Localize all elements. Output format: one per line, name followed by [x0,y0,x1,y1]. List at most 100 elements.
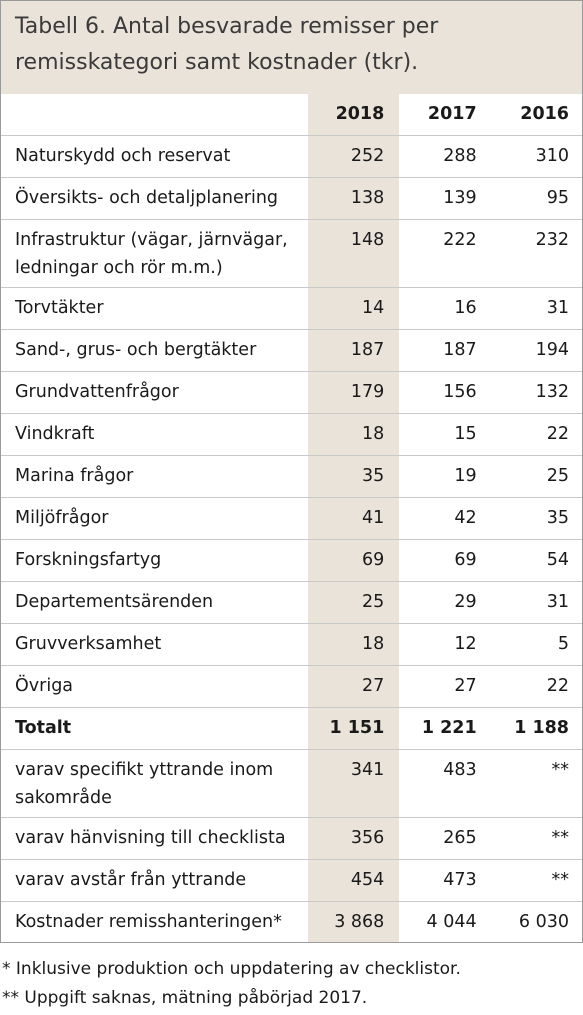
table-row: Infrastruktur (vägar, järnvägar, ledning… [1,219,582,288]
value-cell-2017: 222 [397,219,490,288]
value-cell-2018: 454 [305,859,398,902]
value-cell-2016: 132 [489,371,582,414]
value-cell-2017: 42 [397,497,490,540]
value-cell-2018: 356 [305,817,398,860]
row-label: Översikts- och detaljplanering [1,177,306,220]
row-label: Gruvverksamhet [1,623,306,666]
value-cell-2017: 4 044 [397,901,490,943]
row-label: Vindkraft [1,413,306,456]
value-cell-2016: ** [489,817,582,860]
value-cell-2016: 1 188 [489,707,582,750]
value-cell-2018: 187 [305,329,398,372]
value-cell-2017: 265 [397,817,490,860]
column-header-2016: 2016 [520,104,569,124]
row-label: Infrastruktur (vägar, järnvägar, ledning… [1,219,306,288]
value-cell-2016: ** [489,749,582,818]
row-label: varav specifikt yttrande inom sakområde [1,749,306,818]
value-cell-2017: 27 [397,665,490,708]
table-row: Departementsärenden 25 29 31 [1,581,582,624]
value-cell-2017: 29 [397,581,490,624]
table-row: Övriga 27 27 22 [1,665,582,708]
table-row: Miljöfrågor 41 42 35 [1,497,582,540]
value-cell-2016: 22 [489,413,582,456]
value-cell-2017: 139 [397,177,490,220]
value-cell-2018: 148 [305,219,398,288]
table-row: Gruvverksamhet 18 12 5 [1,623,582,666]
table-row: varav hänvisning till checklista 356 265 ** [1,817,582,860]
value-cell-2018: 14 [305,287,398,330]
value-cell-2016: 232 [489,219,582,288]
row-label: Departementsärenden [1,581,306,624]
value-cell-2018: 69 [305,539,398,582]
value-cell-2018: 18 [305,623,398,666]
value-cell-2016: 31 [489,581,582,624]
column-header-2017: 2017 [427,104,477,124]
value-cell-2018: 35 [305,455,398,498]
value-cell-2017: 1 221 [397,707,490,750]
row-label: Torvtäkter [1,287,306,330]
title-box: Tabell 6. Antal besvarade remisser per r… [1,1,582,94]
value-cell-2016: 22 [489,665,582,708]
value-cell-2017: 473 [397,859,490,902]
table-row: Översikts- och detaljplanering 138 139 95 [1,177,582,220]
value-cell-2017: 15 [397,413,490,456]
value-cell-2016: ** [489,859,582,902]
row-label: Övriga [1,665,306,708]
row-label: Naturskydd och reservat [1,135,306,178]
value-cell-2016: 310 [489,135,582,178]
row-label: Sand-, grus- och bergtäkter [1,329,306,372]
value-cell-2016: 5 [489,623,582,666]
table-row: Sand-, grus- och bergtäkter 187 187 194 [1,329,582,372]
value-cell-2017: 16 [397,287,490,330]
value-cell-2017: 187 [397,329,490,372]
row-label: varav avstår från yttrande [1,859,306,902]
value-cell-2017: 19 [397,455,490,498]
row-label: Totalt [1,707,306,750]
table-row: Marina frågor 35 19 25 [1,455,582,498]
row-label: varav hänvisning till checklista [1,817,306,860]
value-cell-2017: 69 [397,539,490,582]
table-row: Torvtäkter 14 16 31 [1,287,582,330]
column-header-2018: 2018 [335,104,385,124]
row-label: Grundvattenfrågor [1,371,306,414]
value-cell-2018: 252 [305,135,398,178]
table-frame: Tabell 6. Antal besvarade remisser per r… [0,0,583,943]
value-cell-2017: 12 [397,623,490,666]
footnote-2: ** Uppgift saknas, mätning påbörjad 2017… [2,988,368,1008]
row-label: Forskningsfartyg [1,539,306,582]
value-cell-2016: 31 [489,287,582,330]
value-cell-2018: 179 [305,371,398,414]
value-cell-2016: 6 030 [489,901,582,943]
value-cell-2016: 25 [489,455,582,498]
value-cell-2018: 41 [305,497,398,540]
table-row: Totalt 1 151 1 221 1 188 [1,707,582,750]
value-cell-2018: 138 [305,177,398,220]
table-body: Naturskydd och reservat 252 288 310 Översikt… [1,135,582,943]
value-cell-2018: 25 [305,581,398,624]
value-cell-2017: 483 [397,749,490,818]
value-cell-2016: 194 [489,329,582,372]
table-row: Naturskydd och reservat 252 288 310 [1,135,582,178]
row-label: Kostnader remisshanteringen* [1,901,306,943]
footnote-1: * Inklusive produktion och uppdatering a… [2,959,461,979]
table-row: varav specifikt yttrande inom sakområde 3… [1,749,582,818]
table-title: Tabell 6. Antal besvarade remisser per r… [15,14,439,75]
table-row: Forskningsfartyg 69 69 54 [1,539,582,582]
value-cell-2017: 156 [397,371,490,414]
value-cell-2018: 27 [305,665,398,708]
value-cell-2017: 288 [397,135,490,178]
table-row: Grundvattenfrågor 179 156 132 [1,371,582,414]
row-label: Marina frågor [1,455,306,498]
value-cell-2018: 341 [305,749,398,818]
value-cell-2018: 1 151 [305,707,398,750]
value-cell-2016: 35 [489,497,582,540]
value-cell-2018: 3 868 [305,901,398,943]
data-table: 2018 2017 2016 Naturskydd och reservat 25… [1,94,582,943]
value-cell-2016: 54 [489,539,582,582]
value-cell-2016: 95 [489,177,582,220]
header-row: 2018 2017 2016 [1,94,582,136]
row-label: Miljöfrågor [1,497,306,540]
value-cell-2018: 18 [305,413,398,456]
table-row: Vindkraft 18 15 22 [1,413,582,456]
table-row: varav avstår från yttrande 454 473 ** [1,859,582,902]
